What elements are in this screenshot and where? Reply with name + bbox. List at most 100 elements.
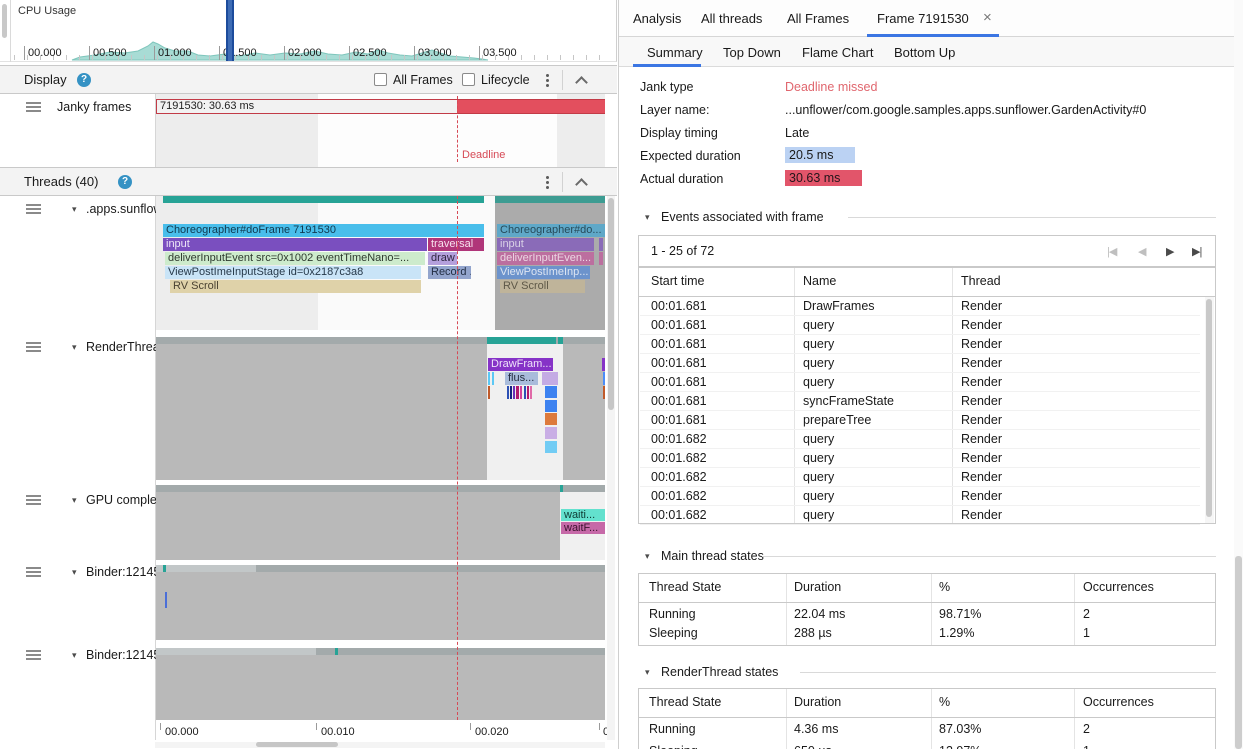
section-collapse-triangle[interactable]: ▾ (645, 667, 650, 677)
expand-triangle-icon[interactable]: ▾ (72, 650, 77, 660)
event-row[interactable]: 00:01.682 query Render (640, 487, 1200, 506)
close-icon[interactable]: × (983, 9, 992, 26)
expand-triangle-icon[interactable]: ▾ (72, 495, 77, 505)
event-row[interactable]: 00:01.681 query Render (640, 335, 1200, 354)
tab-frame[interactable]: Frame 7191530 (877, 11, 969, 26)
drag-handle-icon[interactable] (26, 342, 41, 344)
trace-square[interactable] (545, 441, 557, 453)
trace-bar-record[interactable]: Record ... (428, 266, 471, 279)
thread-label-binder2[interactable]: Binder:12145_2 (86, 648, 175, 662)
tab-all-threads[interactable]: All threads (701, 11, 763, 26)
col-duration[interactable]: Duration (794, 695, 842, 709)
trace-bar-flush[interactable]: flus... (505, 372, 538, 385)
thread-label-renderthread[interactable]: RenderThread (86, 340, 167, 354)
trace-bar-input-dim[interactable]: input (497, 238, 594, 251)
state-row[interactable]: Sleeping 288 µs 1.29% 1 (649, 626, 1090, 640)
section-collapse-triangle[interactable]: ▾ (645, 212, 650, 222)
events-table-scrollbar[interactable] (1205, 297, 1214, 523)
expand-triangle-icon[interactable]: ▾ (72, 204, 77, 214)
all-frames-checkbox[interactable] (374, 73, 387, 86)
state-row[interactable]: Sleeping650 µs12.97%1 (640, 742, 1200, 749)
section-collapse-triangle[interactable]: ▾ (645, 551, 650, 561)
horizontal-scrollbar[interactable] (155, 742, 605, 748)
event-row[interactable]: 00:01.681 prepareTree Render (640, 411, 1200, 430)
prev-page-icon[interactable]: ◀ (1138, 246, 1147, 258)
trace-bar-waiting[interactable]: waiti... (561, 509, 605, 521)
expand-triangle-icon[interactable]: ▾ (72, 342, 77, 352)
selection-range-marker[interactable] (226, 0, 234, 61)
event-row[interactable]: 00:01.681 syncFrameState Render (640, 392, 1200, 411)
janky-frame-bar[interactable]: 7191530: 30.63 ms (156, 99, 605, 114)
event-row[interactable]: 00:01.681 query Render (640, 316, 1200, 335)
trace-bar-choreographer-dim[interactable]: Choreographer#do... (497, 224, 605, 237)
left-scrollbar[interactable] (2, 4, 7, 38)
col-occurrences[interactable]: Occurrences (1083, 580, 1154, 594)
trace-square[interactable] (545, 400, 557, 412)
col-thread-state[interactable]: Thread State (649, 695, 722, 709)
col-thread-state[interactable]: Thread State (649, 580, 722, 594)
lifecycle-checkbox[interactable] (462, 73, 475, 86)
main-states-title[interactable]: Main thread states (661, 549, 764, 563)
events-col-name[interactable]: Name (803, 274, 837, 288)
event-row[interactable]: 00:01.681 DrawFrames Render (640, 297, 1200, 316)
tab-all-frames[interactable]: All Frames (787, 11, 850, 26)
col-occurrences[interactable]: Occurrences (1083, 695, 1154, 709)
trace-square[interactable] (545, 427, 557, 439)
trace-bar-deliver-dim[interactable]: deliverInputEven... (497, 252, 594, 265)
event-row[interactable]: 00:01.682 query Render (640, 506, 1200, 525)
threads-vertical-scrollbar[interactable] (607, 196, 615, 740)
collapse-chevron-icon[interactable] (575, 178, 588, 191)
subtab-top-down[interactable]: Top Down (723, 45, 781, 60)
trace-tick-cluster[interactable] (507, 386, 533, 399)
trace-bar-rv-scroll[interactable]: RV Scroll (170, 280, 421, 293)
event-row[interactable]: 00:01.681 query Render (640, 373, 1200, 392)
drag-handle-icon[interactable] (26, 567, 41, 569)
trace-bar-rvscroll-dim[interactable]: RV Scroll (500, 280, 585, 293)
help-icon[interactable]: ? (77, 73, 91, 87)
right-panel-scrollbar[interactable] (1234, 0, 1243, 749)
trace-bar-input[interactable]: input (163, 238, 427, 251)
kebab-menu-icon[interactable] (546, 176, 549, 179)
subtab-bottom-up[interactable]: Bottom Up (894, 45, 956, 60)
events-section-title[interactable]: Events associated with frame (661, 210, 824, 224)
render-states-title[interactable]: RenderThread states (661, 665, 779, 679)
trace-bar-waitfence[interactable]: waitF... (561, 522, 605, 534)
trace-bar-deliver-input-event[interactable]: deliverInputEvent src=0x1002 eventTimeNa… (165, 252, 425, 265)
drag-handle-icon[interactable] (26, 102, 41, 104)
thread-label-sunflower[interactable]: .apps.sunflower (86, 202, 174, 216)
drag-handle-icon[interactable] (26, 204, 41, 206)
first-page-icon[interactable]: |◀ (1107, 246, 1117, 258)
help-icon[interactable]: ? (118, 175, 132, 189)
drag-handle-icon[interactable] (26, 650, 41, 652)
trace-square[interactable] (545, 413, 557, 425)
next-page-icon[interactable]: ▶ (1166, 246, 1175, 258)
trace-bar-viewpost-dim[interactable]: ViewPostImeInp... (497, 266, 590, 279)
trace-bar-draw[interactable]: draw (428, 252, 457, 265)
subtab-summary[interactable]: Summary (647, 45, 703, 60)
events-col-start-time[interactable]: Start time (651, 274, 705, 288)
event-row[interactable]: 00:01.681 query Render (640, 354, 1200, 373)
event-row[interactable]: 00:01.682 query Render (640, 449, 1200, 468)
trace-bar-drawframes[interactable]: DrawFram... (488, 358, 553, 371)
events-col-thread[interactable]: Thread (961, 274, 1001, 288)
expand-triangle-icon[interactable]: ▾ (72, 567, 77, 577)
collapse-chevron-icon[interactable] (575, 76, 588, 89)
thread-label-binder4[interactable]: Binder:12145_4 (86, 565, 175, 579)
col-percent[interactable]: % (939, 695, 951, 709)
state-row[interactable]: Running 22.04 ms 98.71% 2 (649, 607, 1090, 621)
subtab-flame-chart[interactable]: Flame Chart (802, 45, 874, 60)
event-row[interactable]: 00:01.682 query Render (640, 430, 1200, 449)
col-percent[interactable]: % (939, 580, 951, 594)
tab-analysis[interactable]: Analysis (633, 11, 682, 26)
state-row[interactable]: Running 4.36 ms 87.03% 2 (649, 722, 1090, 736)
kebab-menu-icon[interactable] (546, 74, 549, 77)
trace-bar-traversal[interactable]: traversal (428, 238, 484, 251)
col-duration[interactable]: Duration (794, 580, 842, 594)
trace-square[interactable] (545, 386, 557, 398)
trace-tick[interactable] (165, 592, 167, 608)
event-row[interactable]: 00:01.682 query Render (640, 468, 1200, 487)
trace-bar-viewpostime[interactable]: ViewPostImeInputStage id=0x2187c3a8 (165, 266, 421, 279)
drag-handle-icon[interactable] (26, 495, 41, 497)
trace-bar-choreographer[interactable]: Choreographer#doFrame 7191530 (163, 224, 484, 237)
last-page-icon[interactable]: ▶| (1192, 246, 1202, 258)
